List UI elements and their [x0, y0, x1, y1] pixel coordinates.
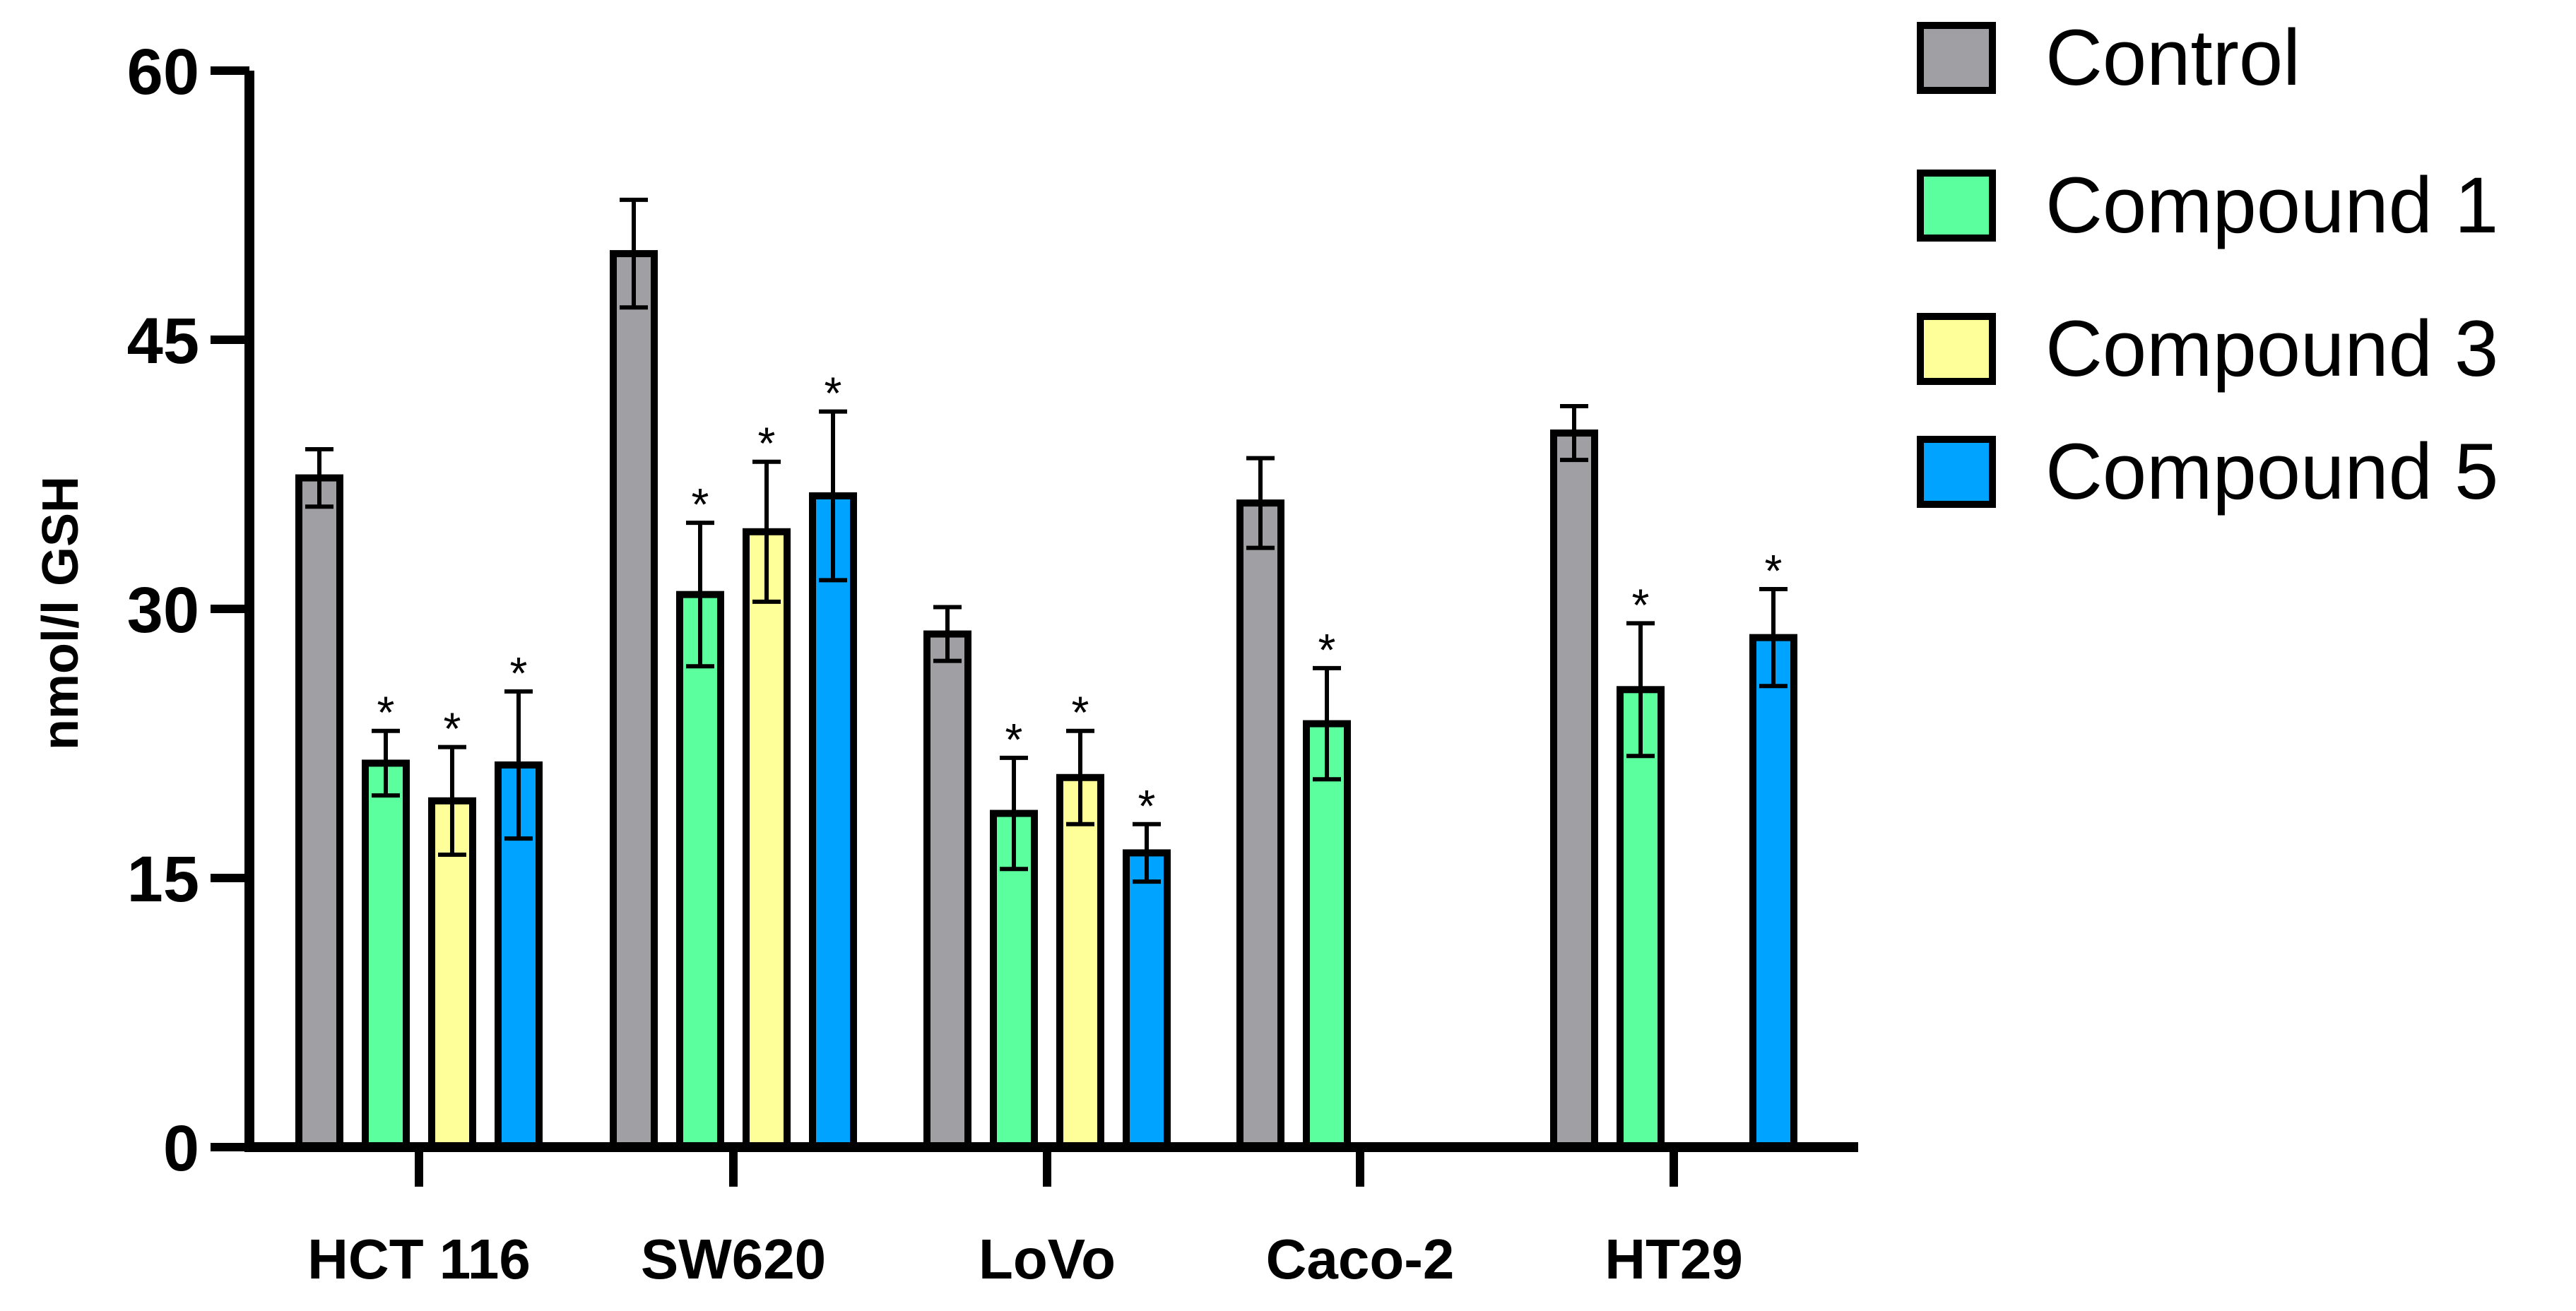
error-bar	[1560, 403, 1588, 463]
legend-label: Compound 5	[2045, 427, 2498, 516]
error-bar	[819, 409, 847, 583]
legend-swatch	[1917, 170, 1996, 242]
significance-marker: *	[1005, 714, 1023, 765]
legend-label: Compound 1	[2045, 161, 2498, 249]
legend-swatch	[1917, 436, 1996, 508]
bar-ht29-compound-1	[1617, 686, 1665, 1151]
significance-marker: *	[758, 418, 776, 469]
legend-item-compound-5: Compound 5	[1917, 427, 2498, 516]
legend-item-compound-1: Compound 1	[1917, 161, 2498, 249]
error-bar	[752, 459, 781, 604]
bars-layer	[295, 250, 1797, 1151]
y-ticks-layer: 0 15 30 45 60	[127, 36, 249, 1185]
bar-lovo-compound-3	[1056, 773, 1104, 1151]
error-bar	[504, 689, 533, 841]
y-axis-title: nmol/l GSH	[33, 476, 89, 750]
y-tick-label: 60	[127, 36, 199, 108]
significance-marker: *	[1765, 545, 1783, 596]
error-bar	[1066, 728, 1094, 826]
bar-hct-116-control	[295, 474, 343, 1151]
significance-marker: *	[1072, 687, 1089, 738]
bar-sw620-compound-3	[743, 528, 791, 1151]
significance-markers-layer: * * * * * * * * * * * *	[377, 368, 1783, 831]
bar-ht29-compound-5	[1749, 634, 1797, 1151]
error-bar	[305, 446, 333, 509]
axes-layer	[244, 71, 1858, 1152]
bar-ht29-control	[1550, 429, 1598, 1151]
significance-marker: *	[377, 687, 395, 738]
legend-item-control: Control	[1917, 13, 2300, 102]
bar-sw620-compound-5	[809, 492, 857, 1151]
bar-lovo-compound-5	[1123, 849, 1171, 1151]
bar-lovo-control	[923, 630, 971, 1151]
bar-sw620-compound-1	[676, 591, 724, 1151]
legend-label: Compound 3	[2045, 304, 2498, 393]
x-tick-label: SW620	[641, 1228, 826, 1291]
significance-marker: *	[1632, 579, 1650, 630]
error-bar	[1133, 821, 1161, 884]
y-tick-label: 30	[127, 574, 199, 646]
error-bar	[620, 197, 648, 310]
legend-label: Control	[2045, 13, 2300, 102]
significance-marker: *	[825, 368, 842, 419]
x-tick-label: Caco-2	[1266, 1228, 1455, 1291]
error-bar	[933, 605, 962, 663]
error-bar	[438, 745, 466, 857]
bar-hct-116-compound-1	[362, 759, 410, 1151]
bar-caco-2-control	[1236, 499, 1284, 1151]
legend-item-compound-3: Compound 3	[1917, 304, 2498, 393]
x-ticks-layer: HCT 116 SW620 LoVo Caco-2 HT29	[307, 1147, 1743, 1291]
bar-sw620-control	[610, 250, 658, 1151]
y-tick-label: 0	[163, 1113, 199, 1185]
significance-marker: *	[444, 704, 461, 754]
x-tick-label: LoVo	[979, 1228, 1116, 1291]
significance-marker: *	[1138, 781, 1156, 831]
error-bar	[1759, 587, 1788, 689]
y-tick-label: 15	[127, 843, 199, 915]
x-tick-label: HT29	[1605, 1228, 1743, 1291]
error-bar	[1000, 755, 1028, 872]
legend: Control Compound 1 Compound 3 Compound 5	[1917, 13, 2498, 516]
significance-marker: *	[1318, 624, 1336, 675]
error-bar	[1313, 665, 1341, 782]
significance-marker: *	[692, 479, 709, 530]
y-tick-label: 45	[127, 305, 199, 377]
error-bar	[1246, 456, 1275, 550]
x-tick-label: HCT 116	[307, 1228, 531, 1291]
error-bar	[372, 728, 400, 798]
bar-caco-2-compound-1	[1303, 720, 1351, 1151]
legend-swatch	[1917, 22, 1996, 94]
significance-marker: *	[510, 648, 528, 699]
legend-swatch	[1917, 313, 1996, 385]
error-bar	[686, 521, 714, 669]
error-bars-layer	[305, 197, 1788, 884]
error-bar	[1626, 621, 1655, 759]
